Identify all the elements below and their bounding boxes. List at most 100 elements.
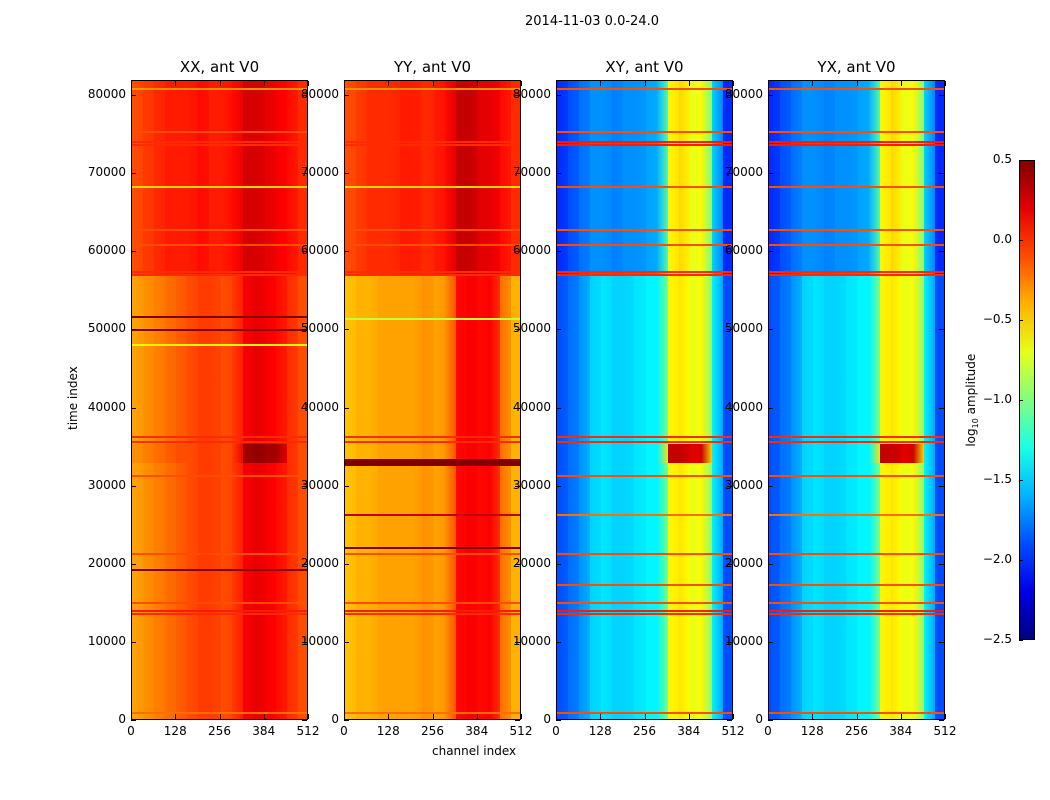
panel-title: YY, ant V0 (393, 58, 471, 76)
flagged-row-line (557, 474, 732, 477)
y-tick-mark (131, 173, 136, 175)
heatmap-cell (568, 81, 581, 276)
y-tick-mark (344, 407, 349, 409)
x-tick-label: 512 (933, 724, 957, 738)
y-tick-mark-right (302, 173, 307, 175)
heatmap-cell (700, 275, 713, 719)
heatmap-cell (220, 275, 233, 719)
x-tick-mark-top (945, 81, 946, 86)
x-tick-mark (521, 714, 522, 719)
x-tick-mark-top (131, 81, 132, 86)
y-tick-mark-right (727, 485, 732, 487)
heatmap-cell (623, 81, 636, 276)
x-tick-label: 256 (208, 724, 231, 738)
heatmap-cell (176, 275, 189, 719)
y-tick-mark (768, 95, 773, 96)
heatmap-cell (356, 81, 369, 276)
y-tick-mark-right (515, 485, 520, 487)
heatmap-cell (253, 275, 266, 719)
y-tick-mark-right (515, 173, 520, 175)
y-tick-label: 60000 (512, 243, 551, 258)
flagged-row-line (769, 474, 944, 477)
y-tick-mark (131, 329, 136, 331)
x-tick-mark-top (521, 81, 522, 86)
flagged-row-line (557, 271, 732, 273)
flagged-row-line (132, 144, 307, 147)
x-tick-mark-top (812, 81, 814, 86)
heatmap-cell (557, 443, 570, 464)
x-tick-label: 256 (421, 724, 444, 738)
heatmap-cell (367, 458, 380, 466)
x-tick-label: 0 (340, 724, 348, 738)
heatmap-cell (499, 275, 512, 719)
flagged-row-line (557, 711, 732, 714)
heatmap-cell (601, 81, 614, 276)
flagged-row-line (769, 711, 944, 714)
y-tick-label: 30000 (724, 477, 763, 492)
flagged-row-line (769, 584, 944, 587)
flagged-row-line (769, 228, 944, 231)
x-tick-mark-top (856, 81, 858, 86)
flagged-row-line (769, 274, 944, 277)
heatmap-cell (367, 81, 380, 276)
flagged-row-line (132, 131, 307, 134)
colorbar-tick-label: 0.5 (992, 152, 1012, 166)
y-tick-label: 0 (755, 712, 763, 726)
heatmap-cell (455, 81, 468, 276)
y-tick-mark (344, 329, 349, 331)
flagged-row-line (132, 328, 307, 331)
flagged-row-line (132, 274, 307, 277)
x-tick-label: 128 (588, 724, 612, 738)
y-tick-label: 40000 (300, 399, 339, 414)
heatmap-cell (846, 275, 859, 719)
y-tick-label: 30000 (87, 477, 126, 492)
y-tick-mark (556, 173, 561, 175)
y-tick-mark-right (515, 563, 520, 565)
flagged-row-line (345, 546, 520, 549)
flagged-row-line (557, 244, 732, 247)
y-tick-mark-right (302, 641, 307, 643)
heatmap-cell (400, 458, 413, 466)
flagged-row-line (345, 553, 520, 556)
flagged-row-line (557, 441, 732, 444)
heatmap-cell (824, 275, 837, 719)
heatmap-cell (769, 275, 782, 719)
flagged-row-line (345, 244, 520, 247)
colorbar-tick-label: −2.0 (982, 552, 1012, 566)
flagged-row-line (132, 244, 307, 247)
y-tick-mark (768, 329, 773, 331)
y-tick-label: 40000 (724, 399, 763, 414)
flagged-row-line (769, 244, 944, 247)
heatmap-cell (590, 275, 603, 719)
flagged-row-line (132, 568, 307, 571)
heatmap-cell (857, 81, 870, 276)
heatmap-cell (791, 275, 804, 719)
heatmap-cell (433, 275, 446, 719)
y-tick-mark-right (302, 720, 307, 721)
x-tick-mark-top (600, 81, 602, 86)
x-tick-mark (945, 714, 946, 719)
colorbar-tick-mark (1019, 320, 1023, 321)
heatmap-cell (242, 443, 255, 464)
heatmap-cell (835, 81, 848, 276)
heatmap-cell (923, 81, 936, 276)
flagged-row-line (769, 185, 944, 188)
y-tick-mark (131, 720, 136, 721)
y-tick-mark (556, 329, 561, 331)
flagged-row-line (557, 584, 732, 587)
y-tick-mark (344, 95, 349, 96)
x-tick-mark-top (432, 81, 434, 86)
heatmap-cell (568, 443, 581, 464)
y-tick-label: 80000 (87, 87, 126, 101)
y-tick-mark-right (727, 407, 732, 409)
heatmap-cell (711, 81, 724, 276)
flagged-row-line (769, 144, 944, 147)
flagged-row-line (132, 228, 307, 231)
flagged-row-line (132, 344, 307, 347)
colorbar-tick-label: −1.5 (982, 472, 1012, 486)
y-tick-label: 60000 (724, 243, 763, 258)
heatmap-cell (780, 443, 793, 464)
heatmap-cell (835, 275, 848, 719)
heatmap-cell (143, 443, 156, 464)
heatmap-cell (286, 275, 299, 719)
